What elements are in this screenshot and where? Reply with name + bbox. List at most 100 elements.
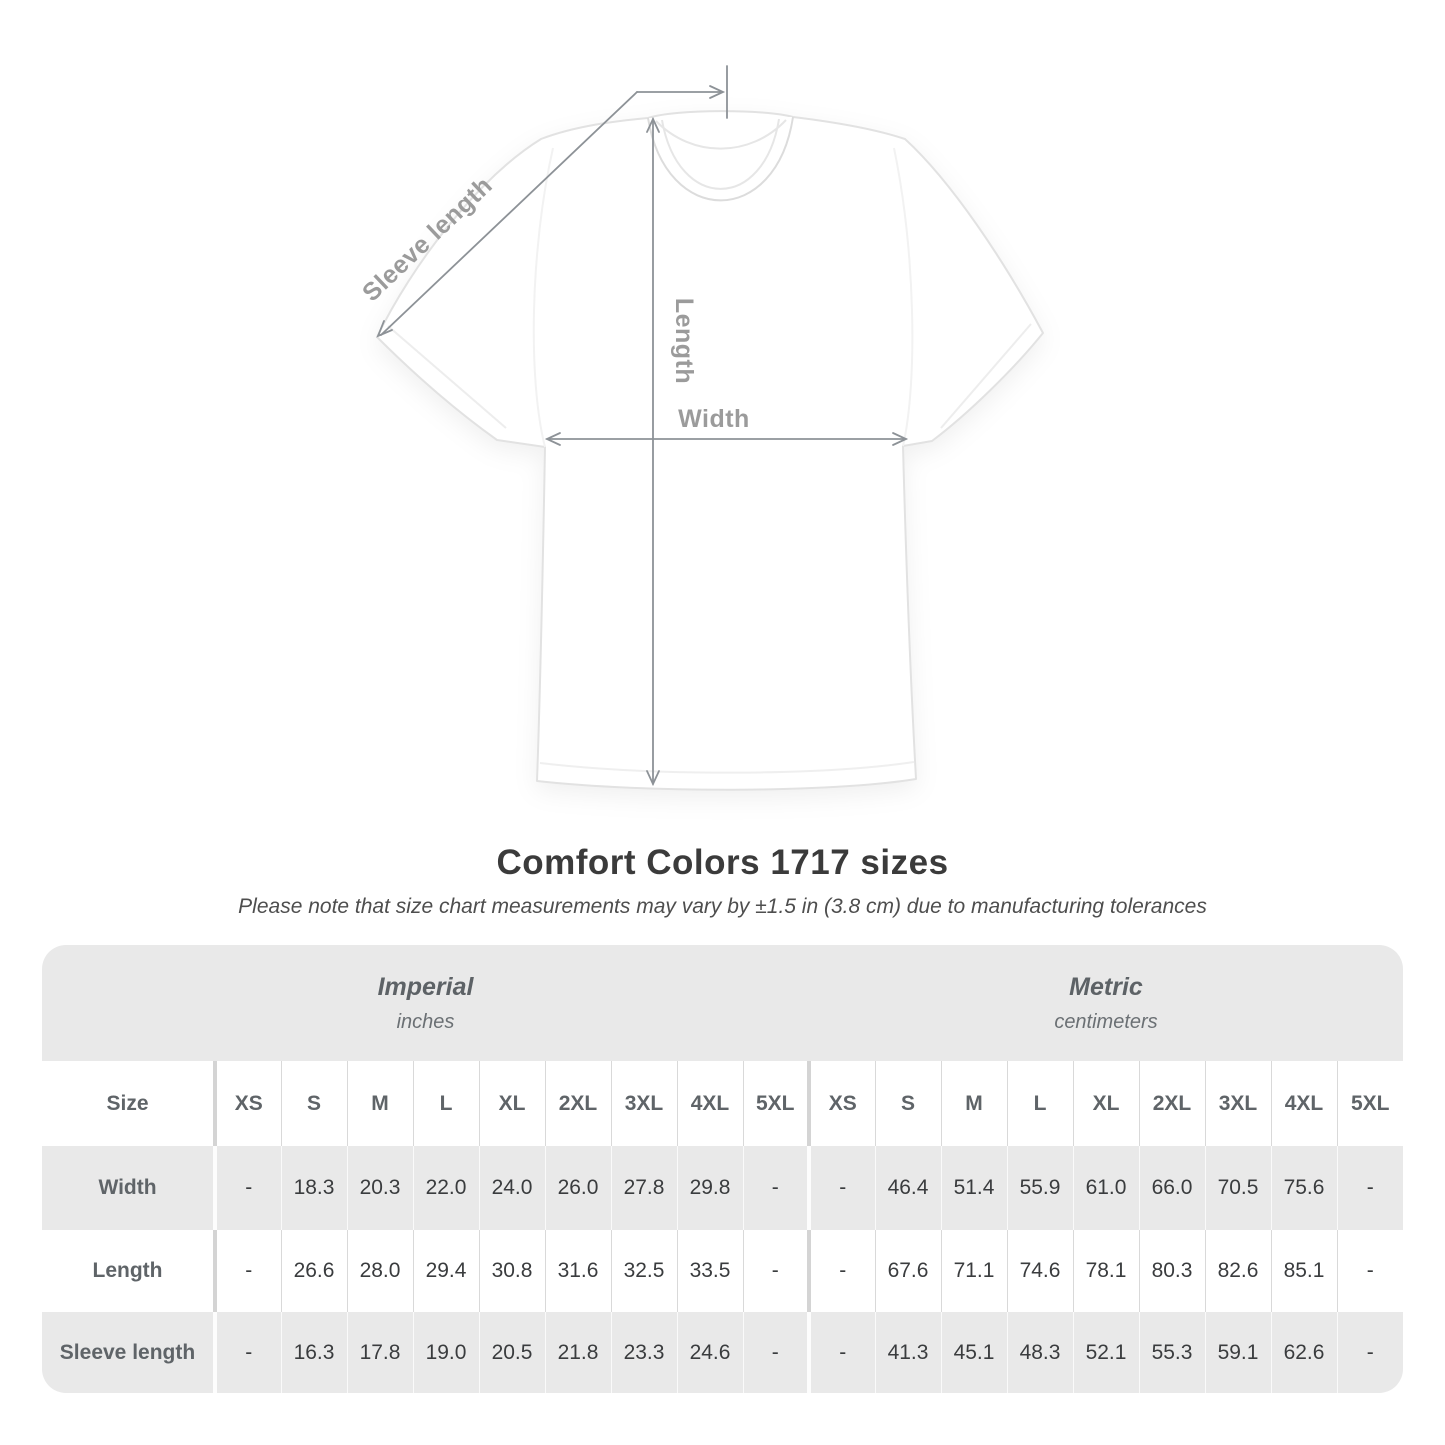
size-header: M <box>346 1061 413 1146</box>
size-header: 5XL <box>742 1061 809 1146</box>
table-row-sleeve-length: Sleeve length - 16.3 17.8 19.0 20.5 21.8… <box>42 1312 1403 1393</box>
size-header: XS <box>213 1061 281 1146</box>
value-cell: 19.0 <box>412 1312 479 1393</box>
metric-unit: centimeters <box>1054 1010 1158 1033</box>
size-chart-table-container: Imperial inches Metric centimeters Size … <box>42 945 1403 1393</box>
value-cell: 23.3 <box>610 1312 677 1393</box>
value-cell: 70.5 <box>1204 1146 1271 1230</box>
collar-inner-seam <box>661 118 780 190</box>
value-cell: 78.1 <box>1072 1230 1139 1312</box>
size-table: Imperial inches Metric centimeters Size … <box>42 945 1403 1393</box>
value-cell: 46.4 <box>874 1146 941 1230</box>
value-cell: 55.9 <box>1006 1146 1073 1230</box>
value-cell: 17.8 <box>346 1312 413 1393</box>
value-cell: 85.1 <box>1270 1230 1337 1312</box>
row-label: Sleeve length <box>42 1312 215 1393</box>
value-cell: - <box>1336 1146 1403 1230</box>
tshirt-graphic <box>376 110 1044 791</box>
value-cell: 27.8 <box>610 1146 677 1230</box>
unit-band-row: Imperial inches Metric centimeters <box>42 945 1403 1061</box>
value-cell: 18.3 <box>280 1146 347 1230</box>
value-cell: 59.1 <box>1204 1312 1271 1393</box>
value-cell: 31.6 <box>544 1230 611 1312</box>
value-cell: 20.5 <box>478 1312 545 1393</box>
table-row-width: Width - 18.3 20.3 22.0 24.0 26.0 27.8 29… <box>42 1146 1403 1230</box>
value-cell: - <box>742 1230 809 1312</box>
size-header: M <box>940 1061 1007 1146</box>
value-cell: - <box>213 1230 281 1312</box>
value-cell: - <box>742 1146 809 1230</box>
value-cell: 16.3 <box>280 1312 347 1393</box>
value-cell: - <box>742 1312 809 1393</box>
value-cell: 45.1 <box>940 1312 1007 1393</box>
left-armhole-seam <box>532 147 554 448</box>
back-collar-seam <box>655 119 787 150</box>
value-cell: 28.0 <box>346 1230 413 1312</box>
value-cell: - <box>807 1230 875 1312</box>
size-header: 4XL <box>676 1061 743 1146</box>
size-header: 2XL <box>544 1061 611 1146</box>
imperial-title: Imperial <box>377 972 474 1001</box>
value-cell: 21.8 <box>544 1312 611 1393</box>
value-cell: 20.3 <box>346 1146 413 1230</box>
value-cell: 29.4 <box>412 1230 479 1312</box>
hem-seam <box>539 761 915 774</box>
row-label: Length <box>42 1230 215 1312</box>
value-cell: 80.3 <box>1138 1230 1205 1312</box>
page-subtitle: Please note that size chart measurements… <box>238 895 1207 918</box>
value-cell: 48.3 <box>1006 1312 1073 1393</box>
size-header: 4XL <box>1270 1061 1337 1146</box>
value-cell: - <box>807 1312 875 1393</box>
size-header: 5XL <box>1336 1061 1403 1146</box>
heading-block: Comfort Colors 1717 sizes Please note th… <box>0 843 1445 919</box>
value-cell: 41.3 <box>874 1312 941 1393</box>
value-cell: 52.1 <box>1072 1312 1139 1393</box>
value-cell: 55.3 <box>1138 1312 1205 1393</box>
value-cell: 26.6 <box>280 1230 347 1312</box>
value-cell: 67.6 <box>874 1230 941 1312</box>
value-cell: 33.5 <box>676 1230 743 1312</box>
value-cell: 26.0 <box>544 1146 611 1230</box>
value-cell: 24.0 <box>478 1146 545 1230</box>
value-cell: - <box>1336 1312 1403 1393</box>
value-cell: 22.0 <box>412 1146 479 1230</box>
length-label: Length <box>670 298 698 384</box>
size-header: L <box>412 1061 479 1146</box>
size-header: XL <box>1072 1061 1139 1146</box>
value-cell: 62.6 <box>1270 1312 1337 1393</box>
value-cell: 24.6 <box>676 1312 743 1393</box>
value-cell: - <box>1336 1230 1403 1312</box>
value-cell: 71.1 <box>940 1230 1007 1312</box>
value-cell: 29.8 <box>676 1146 743 1230</box>
page-title: Comfort Colors 1717 sizes <box>496 843 949 882</box>
value-cell: - <box>213 1312 281 1393</box>
tshirt-measurement-diagram: Sleeve length Length Width <box>357 65 1044 791</box>
size-header: L <box>1006 1061 1073 1146</box>
value-cell: 75.6 <box>1270 1146 1337 1230</box>
right-sleeve-seam <box>940 323 1032 429</box>
row-label: Width <box>42 1146 215 1230</box>
size-header: XS <box>807 1061 875 1146</box>
left-sleeve-seam <box>387 325 507 429</box>
collar-outer-seam <box>647 116 794 202</box>
table-row-length: Length - 26.6 28.0 29.4 30.8 31.6 32.5 3… <box>42 1230 1403 1312</box>
sleeve-length-arrow <box>376 65 728 338</box>
value-cell: 30.8 <box>478 1230 545 1312</box>
metric-title: Metric <box>1069 972 1143 1001</box>
value-cell: 74.6 <box>1006 1230 1073 1312</box>
value-cell: - <box>213 1146 281 1230</box>
size-header: S <box>280 1061 347 1146</box>
value-cell: 51.4 <box>940 1146 1007 1230</box>
metric-section-header: Metric centimeters <box>809 945 1403 1061</box>
size-corner-label: Size <box>42 1061 215 1146</box>
length-arrow <box>646 116 660 787</box>
value-cell: 82.6 <box>1204 1230 1271 1312</box>
size-header: 3XL <box>1204 1061 1271 1146</box>
imperial-section-header: Imperial inches <box>42 945 809 1061</box>
size-header: 2XL <box>1138 1061 1205 1146</box>
value-cell: 61.0 <box>1072 1146 1139 1230</box>
width-arrow <box>544 432 909 446</box>
size-header-row: Size XS S M L XL 2XL 3XL 4XL 5XL XS S M … <box>42 1061 1403 1146</box>
right-armhole-seam <box>893 147 914 447</box>
